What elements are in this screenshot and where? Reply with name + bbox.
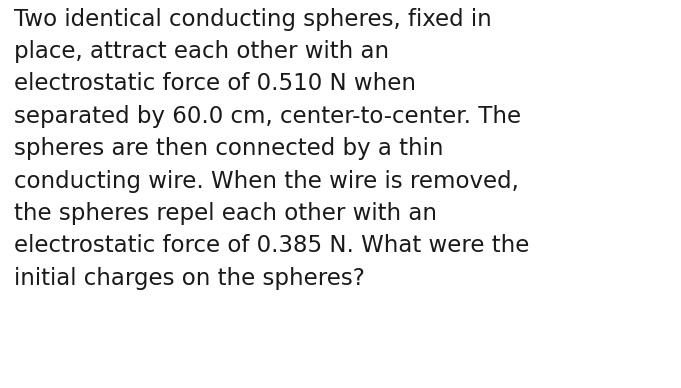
Text: Two identical conducting spheres, fixed in
place, attract each other with an
ele: Two identical conducting spheres, fixed … — [14, 8, 529, 289]
